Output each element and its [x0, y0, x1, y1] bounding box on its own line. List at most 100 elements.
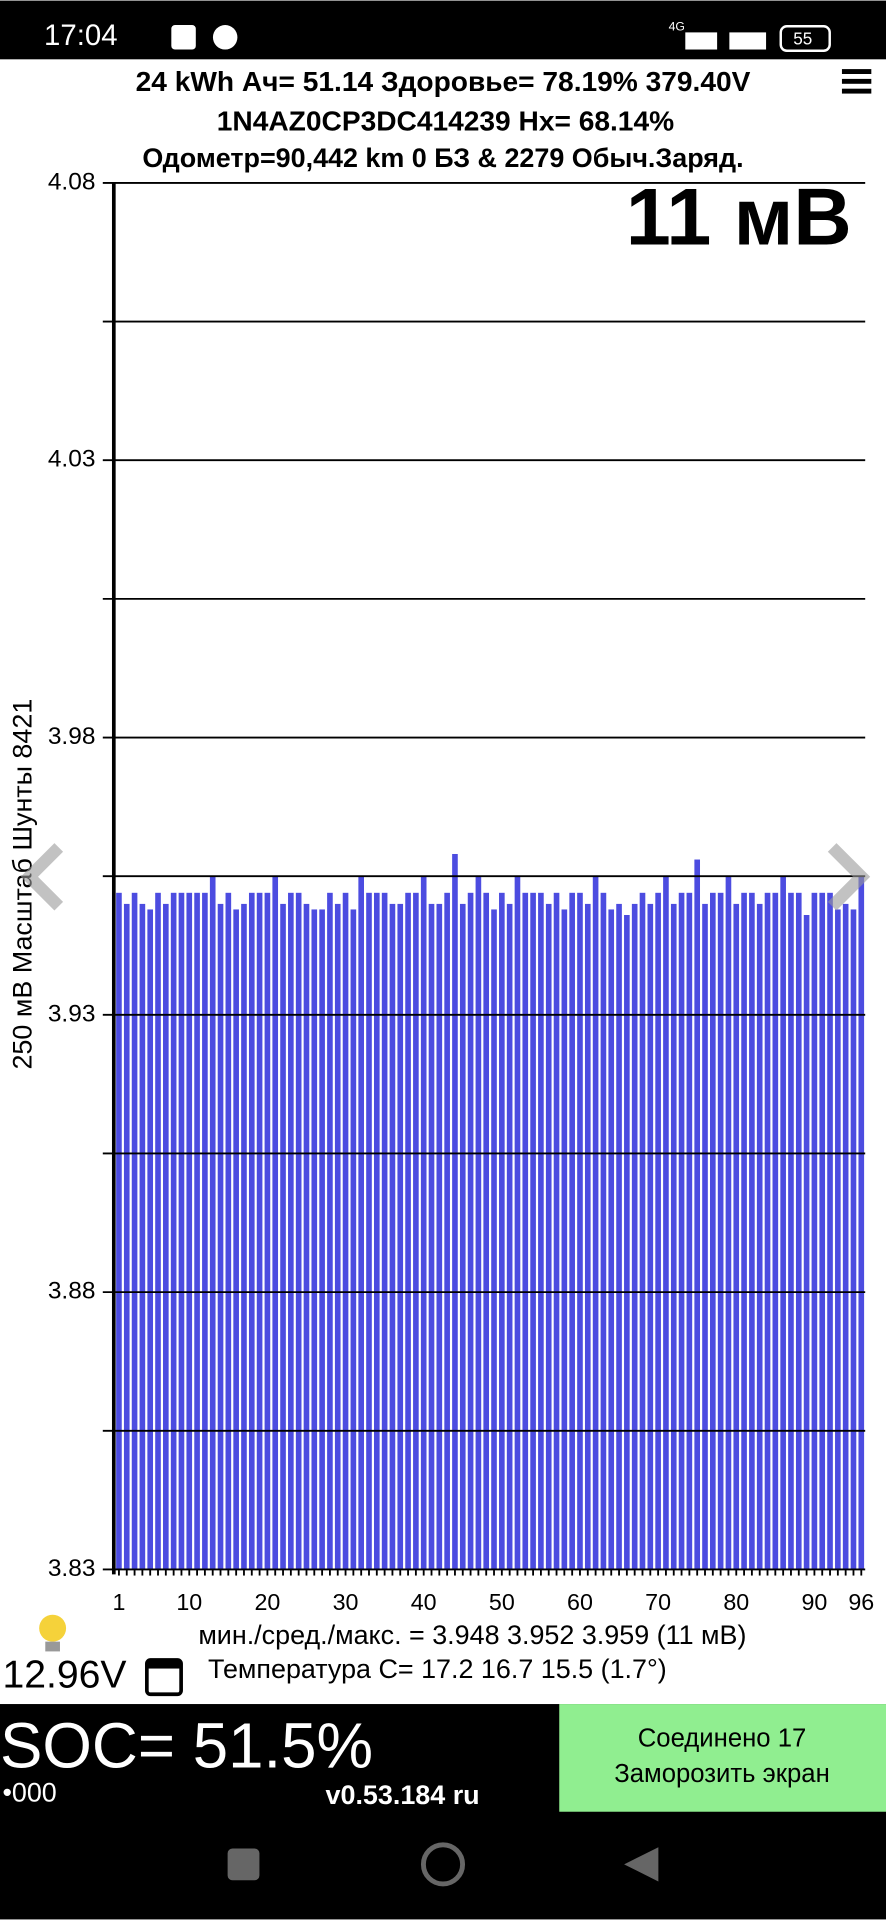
y-tick-label: 3.93 — [48, 1000, 96, 1027]
bar — [350, 909, 357, 1570]
bar — [116, 892, 122, 1570]
button-text: Соединено 17 — [638, 1724, 807, 1752]
bar — [827, 892, 833, 1570]
bar — [428, 903, 435, 1570]
bar — [506, 903, 513, 1570]
bar — [803, 914, 810, 1570]
bar — [420, 876, 427, 1570]
bar — [530, 892, 536, 1570]
bar — [334, 903, 341, 1570]
bar — [764, 892, 771, 1570]
bar — [686, 892, 693, 1570]
bar — [780, 876, 786, 1570]
bar — [202, 892, 208, 1570]
header-line: Одометр=90,442 km 0 БЗ & 2279 Обыч.Заряд… — [142, 143, 743, 173]
bar — [561, 909, 568, 1570]
bar — [225, 892, 232, 1570]
x-tick-label: 20 — [254, 1589, 280, 1615]
bar — [366, 892, 372, 1570]
bar — [217, 903, 224, 1570]
signal-icon — [685, 32, 718, 50]
bar — [600, 892, 607, 1570]
bar — [155, 892, 161, 1570]
bar — [678, 892, 685, 1570]
bar — [608, 909, 615, 1570]
bar — [483, 892, 490, 1570]
bar — [811, 892, 818, 1570]
bar — [209, 876, 216, 1570]
bar — [373, 892, 380, 1570]
bar — [655, 892, 661, 1570]
nav-recent[interactable] — [227, 1848, 260, 1881]
bar — [514, 876, 521, 1570]
bar — [248, 892, 255, 1570]
x-tick-label: 1 — [112, 1589, 125, 1615]
header-line: 1N4AZ0CP3DC414239 Hx= 68.14% — [217, 105, 674, 136]
status-network: 4G — [669, 20, 685, 34]
bar — [186, 892, 193, 1570]
bar — [647, 903, 654, 1570]
bar — [756, 903, 763, 1570]
calendar-icon[interactable] — [145, 1658, 183, 1697]
bar — [522, 892, 529, 1570]
bar — [491, 909, 497, 1570]
bar — [131, 892, 138, 1570]
chart-annotation: 11 мВ — [626, 173, 852, 263]
y-tick-label: 4.03 — [48, 446, 96, 473]
bar — [233, 909, 239, 1570]
bar — [858, 876, 865, 1570]
bar — [592, 876, 599, 1570]
bar — [358, 876, 364, 1570]
bar — [467, 892, 474, 1570]
chart: 1 10 20 30 40 50 60 70 80 90 96 3.83 3.88 3.93 3.98 4.0… — [48, 168, 874, 1614]
bar — [319, 909, 325, 1570]
x-tick-label: 60 — [567, 1589, 593, 1615]
x-tick-label: 80 — [723, 1589, 749, 1615]
bar — [163, 903, 169, 1570]
bar — [475, 876, 482, 1570]
y-tick-label: 3.83 — [48, 1555, 96, 1582]
bar — [264, 892, 271, 1570]
aux-voltage: 12.96V — [2, 1653, 126, 1696]
x-tick-label: 96 — [848, 1589, 874, 1615]
prev-arrow[interactable] — [20, 843, 64, 911]
header-line: 24 kWh Ач= 51.14 Здоровье= 78.19% 379.40… — [136, 66, 751, 97]
y-tick-label: 3.88 — [48, 1278, 96, 1305]
bar — [616, 903, 622, 1570]
bar — [256, 892, 263, 1570]
bar — [553, 892, 560, 1570]
signal-icon — [729, 32, 767, 50]
bar — [545, 903, 552, 1570]
nav-back[interactable] — [624, 1847, 659, 1882]
bar — [499, 892, 505, 1570]
bar — [405, 892, 411, 1570]
version: v0.53.184 ru — [326, 1780, 480, 1810]
freeze-button[interactable] — [559, 1704, 886, 1812]
menu-icon[interactable] — [841, 69, 872, 94]
bar — [178, 892, 185, 1570]
bar — [772, 892, 779, 1570]
y-tick-label: 3.98 — [48, 723, 96, 750]
bar — [631, 903, 638, 1570]
bar — [733, 903, 740, 1570]
bar — [397, 903, 404, 1570]
bar — [342, 892, 349, 1570]
nav-home[interactable] — [420, 1842, 466, 1887]
next-arrow[interactable] — [827, 843, 871, 911]
x-tick-label: 70 — [645, 1589, 671, 1615]
bar — [639, 892, 646, 1570]
bar — [749, 892, 755, 1570]
bar — [725, 876, 732, 1570]
bar — [288, 892, 294, 1570]
bar — [835, 909, 841, 1570]
x-tick-label: 90 — [801, 1589, 827, 1615]
bar — [139, 903, 146, 1570]
bar — [389, 903, 396, 1570]
bar — [795, 892, 802, 1570]
bar — [842, 903, 849, 1570]
bar — [413, 892, 419, 1570]
battery-icon — [779, 25, 831, 52]
bar — [788, 892, 794, 1570]
x-tick-label: 30 — [333, 1589, 359, 1615]
